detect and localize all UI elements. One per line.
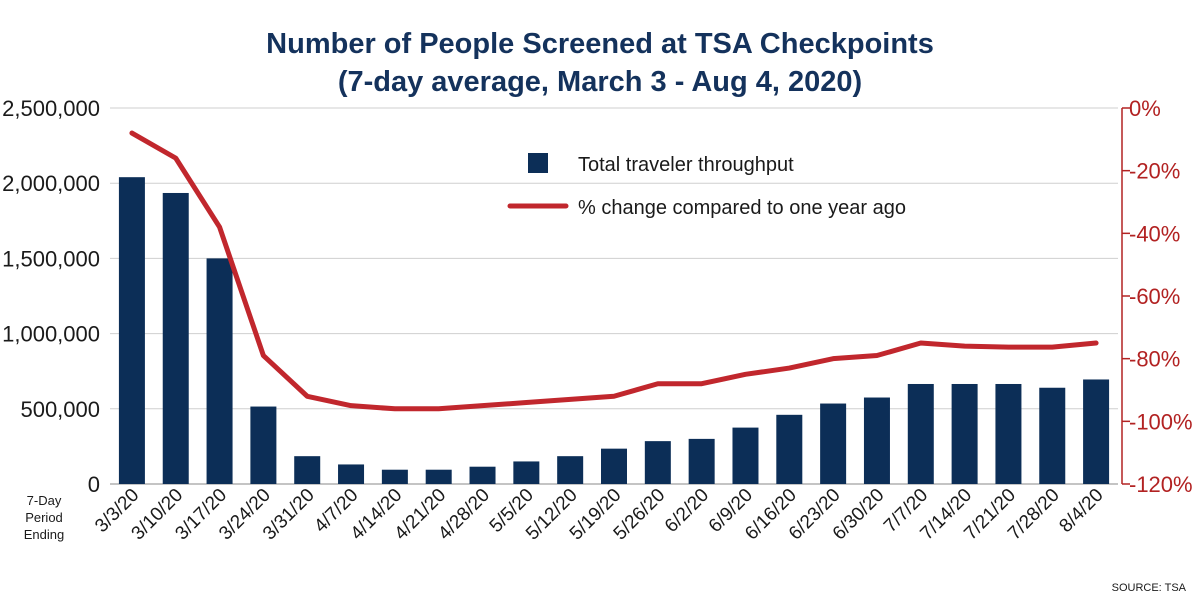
bar: [907, 383, 934, 484]
bar: [776, 414, 803, 484]
y-left-tick-label: 2,500,000: [2, 96, 100, 121]
bar: [820, 403, 847, 484]
y-right-tick-label: -100%: [1129, 409, 1193, 434]
y-right-tick-label: -40%: [1129, 221, 1180, 246]
bar: [995, 383, 1022, 484]
bar: [469, 466, 496, 484]
line-series: [129, 130, 1099, 412]
bar: [250, 406, 277, 484]
legend-label: Total traveler throughput: [578, 154, 794, 176]
bar: [1083, 379, 1110, 484]
bar: [513, 461, 540, 484]
bar: [863, 397, 890, 484]
left-axis: 0 500,000 1,000,000 1,500,000 2,000,000 2,500…: [2, 96, 100, 497]
y-right-tick-label: -60%: [1129, 284, 1180, 309]
bar: [206, 258, 233, 484]
y-left-tick-label: 1,000,000: [2, 322, 100, 347]
legend-bar-swatch: [528, 153, 548, 173]
bar: [118, 177, 145, 484]
bar: [162, 192, 189, 484]
bar: [732, 427, 759, 484]
y-left-tick-label: 2,000,000: [2, 171, 100, 196]
bar: [425, 469, 452, 484]
bar: [338, 464, 365, 484]
y-right-tick-label: -20%: [1129, 159, 1180, 184]
x-axis-title-line: Period: [25, 510, 63, 525]
bar: [1039, 387, 1066, 484]
bar-series: [118, 177, 1110, 484]
x-axis: 3/3/203/10/203/17/203/24/203/31/204/7/20…: [91, 485, 1107, 545]
chart-subtitle: (7-day average, March 3 - Aug 4, 2020): [337, 66, 863, 98]
x-tick-label: 6/2/20: [661, 485, 713, 537]
y-left-tick-label: 1,500,000: [2, 246, 100, 271]
x-axis-title-line: 7-Day: [26, 493, 62, 508]
x-axis-title: 7-Day Period Ending: [14, 492, 74, 543]
chart-title: Number of People Screened at TSA Checkpo…: [266, 28, 934, 60]
legend: Total traveler throughput % change compar…: [507, 153, 906, 219]
right-axis: 0% -20% -40% -60% -80% -100% -120%: [1121, 96, 1193, 497]
y-right-tick-label: 0%: [1129, 96, 1161, 121]
source-note: SOURCE: TSA: [1111, 582, 1186, 594]
bar: [951, 383, 978, 484]
x-tick-label: 8/4/20: [1055, 485, 1107, 537]
legend-label: % change compared to one year ago: [578, 197, 906, 219]
bar: [688, 438, 715, 484]
y-left-tick-label: 500,000: [20, 397, 100, 422]
x-axis-title-line: Ending: [23, 527, 65, 542]
y-right-tick-label: -80%: [1129, 347, 1180, 372]
bar: [294, 456, 321, 484]
bar: [644, 441, 671, 484]
y-right-tick-label: -120%: [1129, 472, 1193, 497]
bar: [601, 448, 627, 484]
y-left-tick-label: 0: [88, 472, 100, 497]
bar: [381, 469, 408, 484]
bar: [557, 456, 584, 484]
